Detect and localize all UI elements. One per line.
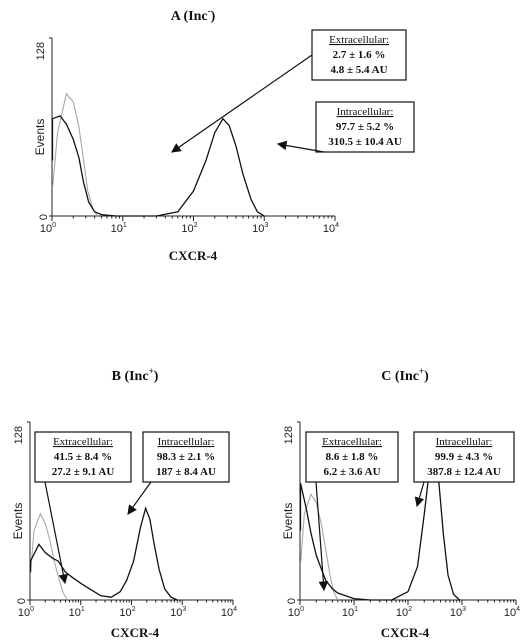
y-tick-label: 128 (283, 426, 295, 444)
x-tick-label: 103 (252, 222, 268, 235)
chart-panel-0: A (Inc-) 128 0 Events 100 101 102 103 104 CXCR-4 E… (33, 6, 415, 263)
histogram-black-series (299, 455, 460, 601)
x-tick-label: 103 (170, 606, 186, 619)
chart-panel-2: C (Inc+) 128 0 Events 100 101 102 103 104 CXCR-4 E… (281, 366, 520, 640)
chart-panel-1: B (Inc+) 128 0 Events 100 101 102 103 104 CXCR-4 E… (11, 366, 237, 640)
arrowhead (414, 496, 425, 508)
annotation-value: 6.2 ± 3.6 AU (323, 466, 380, 478)
annotation-box (413, 431, 515, 483)
annotation-value: 41.5 ± 8.4 % (54, 451, 112, 463)
annotation-heading: Extracellular: (322, 436, 382, 448)
annotation-value: 4.8 ± 5.4 AU (330, 64, 387, 76)
x-tick-label: 103 (450, 606, 466, 619)
arrowhead (318, 581, 329, 592)
x-tick-label: 101 (69, 606, 85, 619)
annotation-value: 99.9 ± 4.3 % (435, 451, 493, 463)
y-axis-label: Events (11, 503, 25, 540)
annotation-value: 98.3 ± 2.1 % (157, 451, 215, 463)
x-tick-label: 104 (504, 606, 520, 619)
x-tick-label: 100 (18, 606, 34, 619)
annotation-arrow (171, 54, 313, 153)
y-tick-label: 0 (286, 598, 298, 604)
x-tick-label: 101 (342, 606, 358, 619)
panel-title: A (Inc-) (171, 6, 216, 24)
annotation-heading: Extracellular: (53, 436, 113, 448)
x-axis-label: CXCR-4 (169, 248, 218, 263)
y-axis-label: Events (281, 503, 295, 540)
annotation-heading: Intracellular: (337, 106, 394, 118)
x-axis-label: CXCR-4 (381, 625, 430, 640)
annotation-arrow (44, 481, 66, 584)
x-tick-label: 102 (181, 222, 197, 235)
histogram-black-series (29, 506, 178, 601)
x-tick-label: 100 (288, 606, 304, 619)
annotation-value: 27.2 ± 9.1 AU (52, 466, 115, 478)
histogram-gray-series (29, 512, 69, 601)
histogram-black-series (51, 115, 265, 217)
annotation-heading: Extracellular: (329, 34, 389, 46)
annotation-value: 187 ± 8.4 AU (156, 466, 216, 478)
x-axis-label: CXCR-4 (111, 625, 160, 640)
annotation-box (315, 101, 415, 153)
x-tick-label: 102 (396, 606, 412, 619)
annotation-value: 2.7 ± 1.6 % (333, 49, 386, 61)
x-tick-label: 104 (221, 606, 237, 619)
arrowhead (58, 573, 69, 585)
annotation-box (142, 431, 230, 483)
panel-title: C (Inc+) (381, 366, 429, 384)
y-tick-label: 0 (38, 214, 50, 220)
panel-title: B (Inc+) (112, 366, 159, 384)
annotation-heading: Intracellular: (158, 436, 215, 448)
y-tick-label: 128 (35, 42, 47, 60)
annotation-heading: Intracellular: (436, 436, 493, 448)
y-tick-label: 0 (16, 598, 28, 604)
x-tick-label: 102 (119, 606, 135, 619)
x-tick-label: 104 (323, 222, 339, 235)
arrowhead (171, 143, 182, 153)
annotation-arrow (315, 481, 325, 591)
annotation-box (34, 431, 132, 483)
annotation-box (305, 431, 399, 483)
histogram-gray-series (51, 92, 98, 217)
annotation-value: 97.7 ± 5.2 % (336, 121, 394, 133)
arrowhead (127, 504, 137, 515)
annotation-value: 387.8 ± 12.4 AU (427, 466, 501, 478)
x-tick-label: 101 (111, 222, 127, 235)
annotation-value: 310.5 ± 10.4 AU (328, 136, 402, 148)
annotation-value: 8.6 ± 1.8 % (326, 451, 379, 463)
arrowhead (276, 140, 288, 151)
y-axis-label: Events (33, 119, 47, 156)
y-tick-label: 128 (13, 426, 25, 444)
x-tick-label: 100 (40, 222, 56, 235)
